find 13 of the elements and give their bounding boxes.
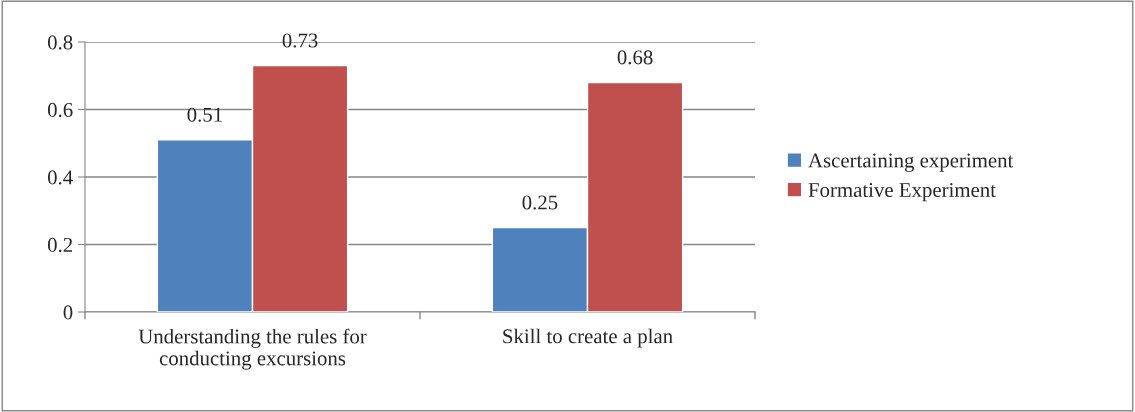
legend-label: Formative Experiment [808,183,996,202]
y-tick-label: 0.2 [47,237,73,253]
y-tick-label: 0.6 [47,102,73,118]
x-tick-label: Understanding the rules for conducting excursions [138,328,367,370]
data-label: 0.25 [522,195,558,210]
y-tick-label: 0.8 [47,35,73,50]
data-label: 0.68 [617,50,653,65]
legend-label: Ascertaining experiment [808,153,1014,172]
y-tick-label: 0 [63,305,73,320]
y-tick-label: 0.4 [47,170,73,185]
data-label: 0.73 [282,33,318,48]
x-tick-label: Skill to create a plan [503,328,673,348]
data-label: 0.51 [187,107,222,122]
